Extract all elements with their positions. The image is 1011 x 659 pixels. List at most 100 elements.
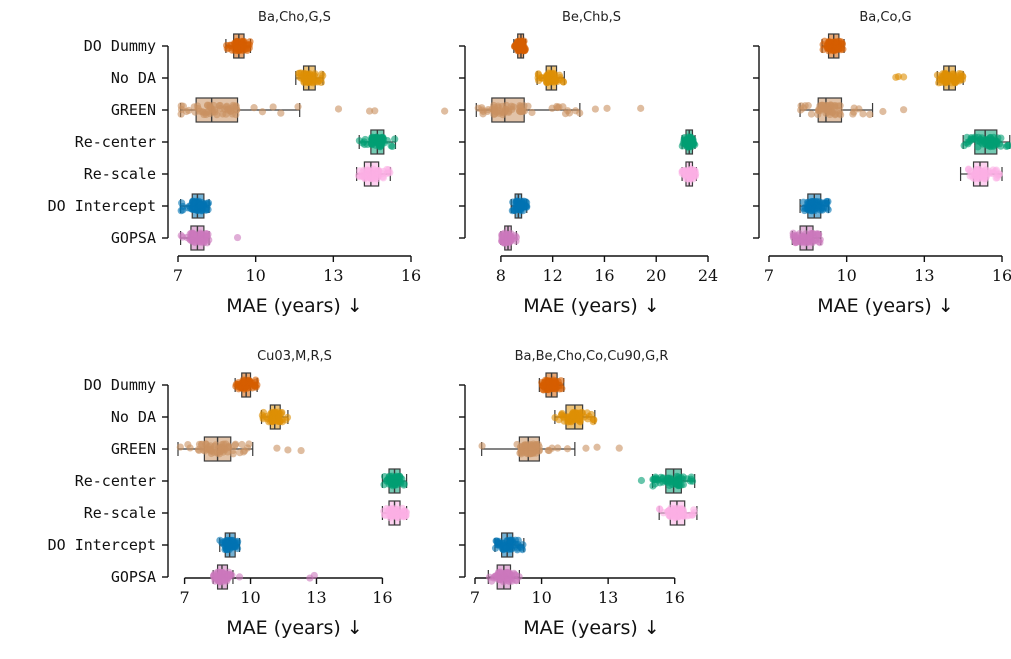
data-point <box>830 104 839 112</box>
data-point <box>185 106 193 115</box>
data-point <box>195 236 203 244</box>
data-point <box>837 111 845 119</box>
subplot-1: Ba,Cho,G,S 7 10 13 16 MAE (years) ↓ DO Dummy No… <box>48 10 449 317</box>
data-point <box>223 539 231 547</box>
data-point <box>179 102 187 110</box>
data-point <box>207 449 215 458</box>
data-point <box>202 440 210 448</box>
data-point <box>689 139 698 148</box>
data-point <box>543 73 551 81</box>
y-tick-label: No DA <box>111 69 156 87</box>
data-point <box>178 199 186 207</box>
data-point <box>507 102 516 110</box>
data-point <box>229 450 237 458</box>
data-point <box>195 446 203 455</box>
data-point <box>478 442 486 450</box>
outlier-point <box>894 72 903 81</box>
data-point <box>191 108 199 116</box>
subplot-title: Ba,Be,Cho,Co,Cu90,G,R <box>515 349 669 364</box>
data-point <box>490 107 499 115</box>
data-point <box>391 135 399 143</box>
data-point <box>549 377 557 386</box>
y-tick-label: Re-center <box>75 133 156 151</box>
data-point <box>972 169 980 177</box>
data-point <box>483 107 492 116</box>
data-point <box>379 174 388 182</box>
x-tick-label: 10 <box>531 588 551 607</box>
data-point <box>319 71 327 80</box>
data-point <box>269 103 277 111</box>
y-tick-label: DO Dummy <box>84 376 156 394</box>
data-point <box>507 230 515 238</box>
data-point <box>239 42 247 50</box>
data-point <box>814 231 822 239</box>
x-tick-label: 13 <box>323 266 343 285</box>
subplot-title: Ba,Co,G <box>859 10 911 25</box>
data-point <box>227 41 235 50</box>
outlier-point <box>591 105 599 113</box>
data-point <box>682 137 690 145</box>
data-point <box>824 106 832 114</box>
data-point <box>386 474 394 482</box>
data-point <box>511 570 519 579</box>
data-point <box>233 44 241 52</box>
data-point <box>275 413 283 421</box>
x-tick-label: 20 <box>646 266 666 285</box>
data-point <box>382 505 391 513</box>
subplot-2: Be,Chb,S 8 12 16 20 24 MAE (years) ↓ <box>459 10 718 317</box>
data-point <box>569 412 577 420</box>
data-point <box>505 569 514 577</box>
data-point <box>659 509 668 517</box>
outlier-point <box>371 107 379 115</box>
outlier-point <box>334 105 343 113</box>
data-point <box>189 198 197 207</box>
data-point <box>500 239 508 247</box>
data-point <box>224 106 232 114</box>
subplot-3: Ba,Co,G 7 10 13 16 MAE (years) ↓ <box>753 10 1011 317</box>
x-tick-label: 7 <box>173 266 183 285</box>
data-point <box>808 197 816 206</box>
data-point <box>528 443 536 451</box>
data-point <box>196 201 205 209</box>
data-point <box>184 440 192 449</box>
x-axis-label: MAE (years) ↓ <box>523 295 660 317</box>
data-point <box>494 575 502 584</box>
y-tick-label: GOPSA <box>111 568 156 586</box>
data-point <box>474 104 482 112</box>
data-point <box>491 544 500 552</box>
x-tick-label: 16 <box>401 266 421 285</box>
data-point <box>177 231 185 240</box>
y-tick-label: Re-scale <box>84 165 156 183</box>
data-point <box>389 509 397 517</box>
subplot-4: Cu03,M,R,S 7 10 13 16 MAE (years) ↓ DO Dummy No… <box>48 349 411 639</box>
x-tick-label: 7 <box>470 588 480 607</box>
data-point <box>824 206 832 214</box>
data-point <box>294 103 302 111</box>
data-point <box>302 78 311 86</box>
data-point <box>190 103 198 111</box>
data-point <box>204 107 212 116</box>
data-point <box>548 383 556 391</box>
data-point <box>177 110 185 118</box>
data-point <box>370 175 378 183</box>
data-point <box>554 444 562 452</box>
data-point <box>677 481 685 489</box>
data-point <box>800 204 808 213</box>
data-point <box>385 480 393 488</box>
data-point <box>814 110 822 119</box>
data-point <box>231 441 239 449</box>
data-point <box>986 133 994 142</box>
data-point <box>935 75 944 84</box>
data-point <box>834 44 842 52</box>
x-tick-label: 13 <box>598 588 618 607</box>
data-point <box>225 571 233 579</box>
subplot-title: Be,Chb,S <box>562 10 621 25</box>
x-axis-label: MAE (years) ↓ <box>817 295 954 317</box>
data-point <box>535 443 543 451</box>
x-tick-label: 7 <box>764 266 774 285</box>
outlier-point <box>900 73 908 81</box>
x-tick-label: 8 <box>496 266 506 285</box>
outlier-point <box>900 106 908 114</box>
data-point <box>1005 141 1011 150</box>
